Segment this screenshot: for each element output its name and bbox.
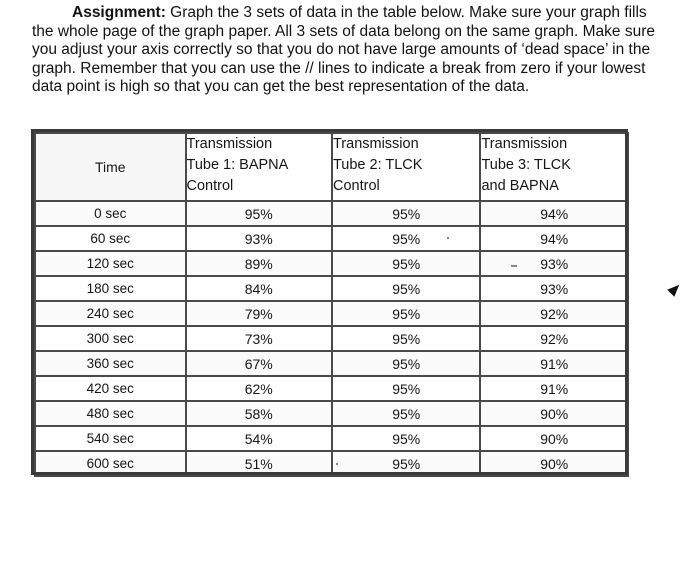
tube2-cell: 95% [330,350,482,377]
time-cell: 60 sec [34,225,187,252]
table-row: 240 sec 79% 95% 92% [34,300,629,327]
tube3-cell: 92% [479,325,629,352]
tube1-cell: 89% [184,250,333,277]
tube1-cell: 67% [184,350,333,377]
tube3-cell: 93% [479,275,629,302]
time-cell: 240 sec [34,300,187,327]
tube1-cell: 73% [184,325,333,352]
header-tube3-line1: Transmission [481,136,568,152]
table-row: 600 sec 51% 95% 90% [34,450,629,477]
header-tube3-line2: Tube 3: TLCK [481,157,571,173]
assignment-label: Assignment: [72,4,166,21]
tube1-cell: 54% [184,425,333,452]
tube3-cell: 94% [479,225,629,252]
time-cell: 120 sec [34,250,187,277]
tube3-cell: 90% [479,450,629,477]
tube2-cell: 95% [330,325,482,352]
tube2-cell: 95% [330,425,482,452]
time-cell: 480 sec [34,400,187,427]
tube2-cell: 95% [330,225,482,252]
tube1-cell: 95% [184,200,333,227]
table-row: 180 sec 84% 95% 93% [34,275,629,302]
stray-dot-mark [447,237,449,239]
stray-pen-mark [511,265,517,267]
table-row: 60 sec 93% 95% 94% [34,225,629,252]
header-tube1: Transmission Tube 1: BAPNA Control [184,132,333,202]
time-cell: 540 sec [34,425,187,452]
tube1-cell: 62% [184,375,333,402]
header-tube3: Transmission Tube 3: TLCK and BAPNA [479,132,629,202]
tube3-cell: 90% [479,425,629,452]
tube2-cell: 95% [330,275,482,302]
header-time: Time [34,132,187,202]
tube3-cell: 93% [479,250,629,277]
data-table: Time Transmission Tube 1: BAPNA Control … [34,132,629,477]
tube2-cell: 95% [330,450,482,477]
table-row: 480 sec 58% 95% 90% [34,400,629,427]
time-cell: 420 sec [34,375,187,402]
table-row: 360 sec 67% 95% 91% [34,350,629,377]
tube2-cell: 95% [330,400,482,427]
time-cell: 360 sec [34,350,187,377]
time-cell: 180 sec [34,275,187,302]
header-tube1-line1: Transmission [186,136,273,152]
header-tube1-line3: Control [186,178,234,194]
header-tube2-line3: Control [332,178,380,194]
stray-dot-mark [336,463,338,465]
header-tube3-line3: and BAPNA [481,178,559,194]
time-cell: 600 sec [34,450,187,477]
tube1-cell: 79% [184,300,333,327]
header-tube2: Transmission Tube 2: TLCK Control [330,132,482,202]
header-tube2-line1: Transmission [332,136,419,152]
header-row: Time Transmission Tube 1: BAPNA Control … [34,132,629,202]
tube2-cell: 95% [330,250,482,277]
tube3-cell: 91% [479,350,629,377]
tube3-cell: 92% [479,300,629,327]
table-row: 420 sec 62% 95% 91% [34,375,629,402]
table-row: 120 sec 89% 95% 93% [34,250,629,277]
tube3-cell: 91% [479,375,629,402]
tube1-cell: 93% [184,225,333,252]
assignment-text: Graph the 3 sets of data in the table be… [32,4,656,95]
table-row: 300 sec 73% 95% 92% [34,325,629,352]
tube1-cell: 51% [184,450,333,477]
tube3-cell: 94% [479,200,629,227]
tube1-cell: 58% [184,400,333,427]
table-row: 0 sec 95% 95% 94% [34,200,629,227]
header-tube2-line2: Tube 2: TLCK [332,157,423,173]
table-row: 540 sec 54% 95% 90% [34,425,629,452]
assignment-instructions: Assignment: Graph the 3 sets of data in … [32,4,672,97]
tube1-cell: 84% [184,275,333,302]
header-tube1-line2: Tube 1: BAPNA [186,157,289,173]
tube2-cell: 95% [330,300,482,327]
tube3-cell: 90% [479,400,629,427]
time-cell: 300 sec [34,325,187,352]
mouse-cursor-icon [667,281,683,297]
tube2-cell: 95% [330,375,482,402]
tube2-cell: 95% [330,200,482,227]
time-cell: 0 sec [34,200,187,227]
